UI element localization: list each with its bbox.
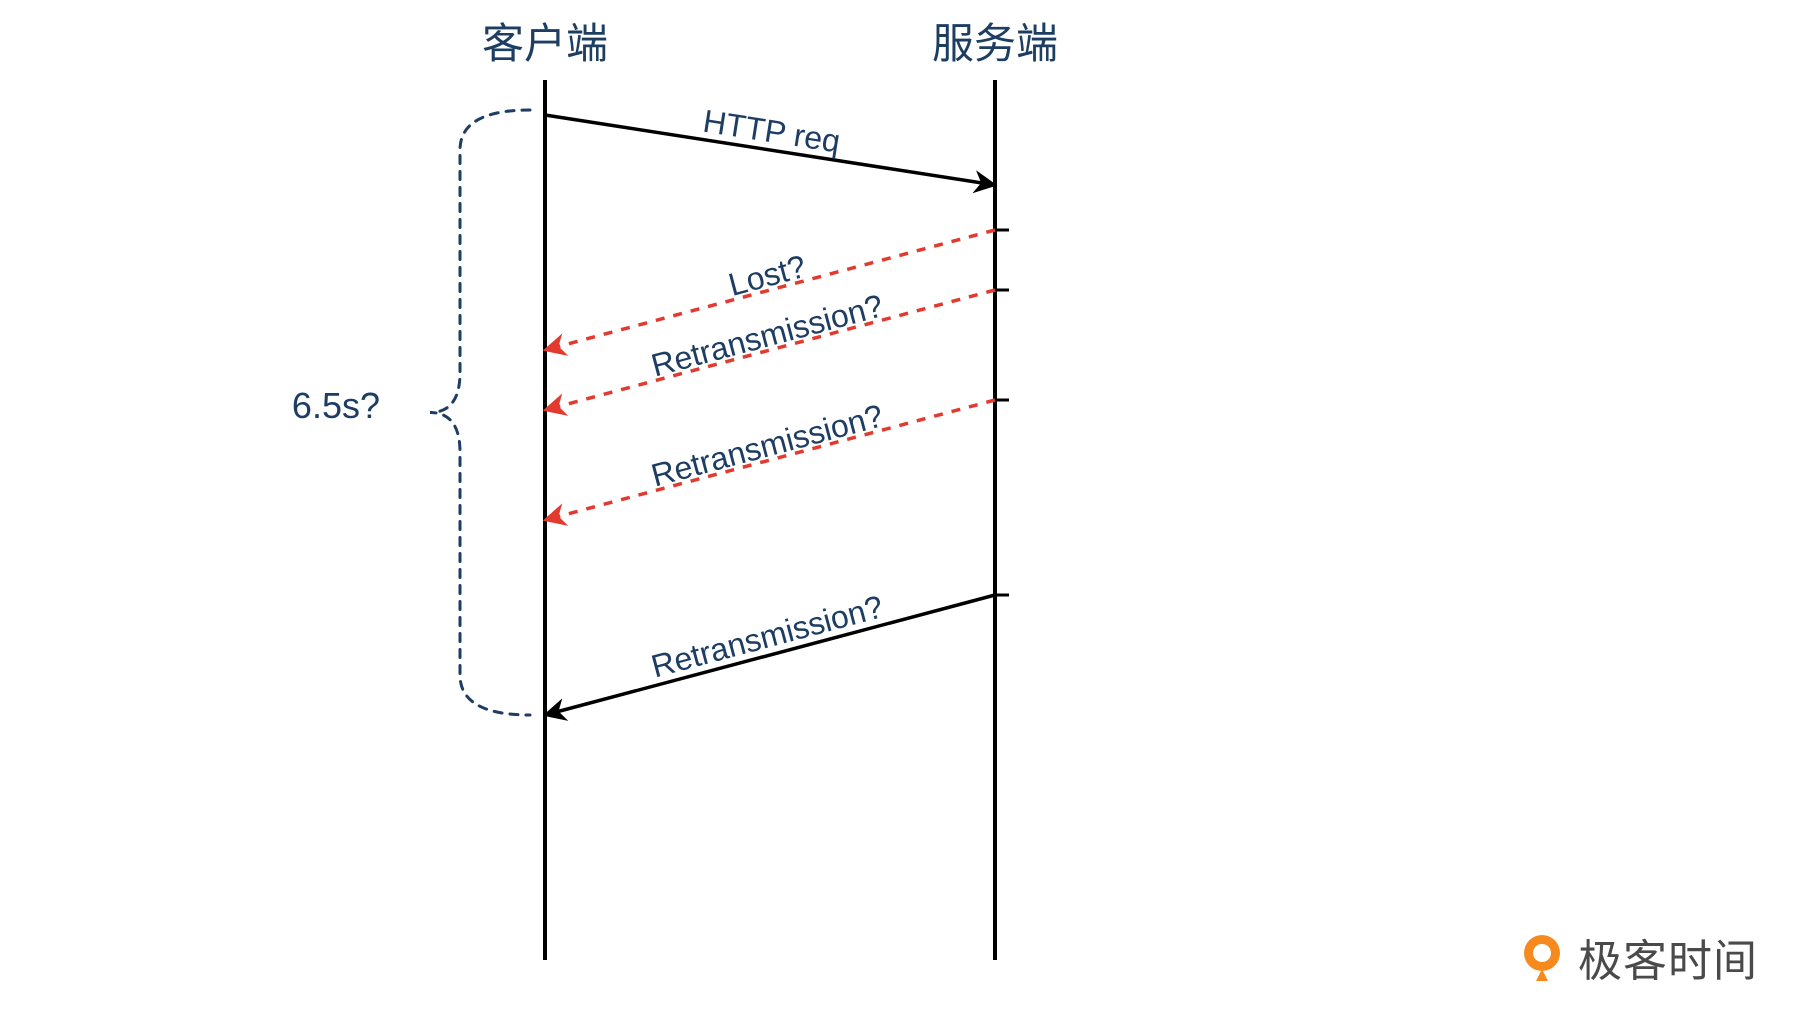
arrow-label-retrans-2: Retransmission? (647, 397, 887, 493)
arrow-label-lost: Lost? (725, 248, 810, 303)
arrow-label-retrans-final: Retransmission? (647, 588, 887, 684)
watermark: 极客时间 (1516, 925, 1758, 989)
server-heading: 服务端 (932, 20, 1058, 67)
arrow-http-req: HTTP req (545, 103, 995, 185)
arrow-retrans-2: Retransmission? (545, 397, 995, 520)
arrow-retrans-1: Retransmission? (545, 287, 995, 410)
watermark-text: 极客时间 (1578, 925, 1758, 989)
brace-label: 6.5s? (292, 385, 380, 426)
time-brace (430, 110, 530, 715)
arrow-retrans-final: Retransmission? (545, 588, 995, 715)
arrow-label-retrans-1: Retransmission? (647, 287, 887, 383)
watermark-icon (1516, 931, 1568, 983)
client-heading: 客户端 (482, 20, 608, 67)
sequence-diagram: 客户端服务端HTTP reqLost?Retransmission?Retran… (0, 0, 1794, 1013)
